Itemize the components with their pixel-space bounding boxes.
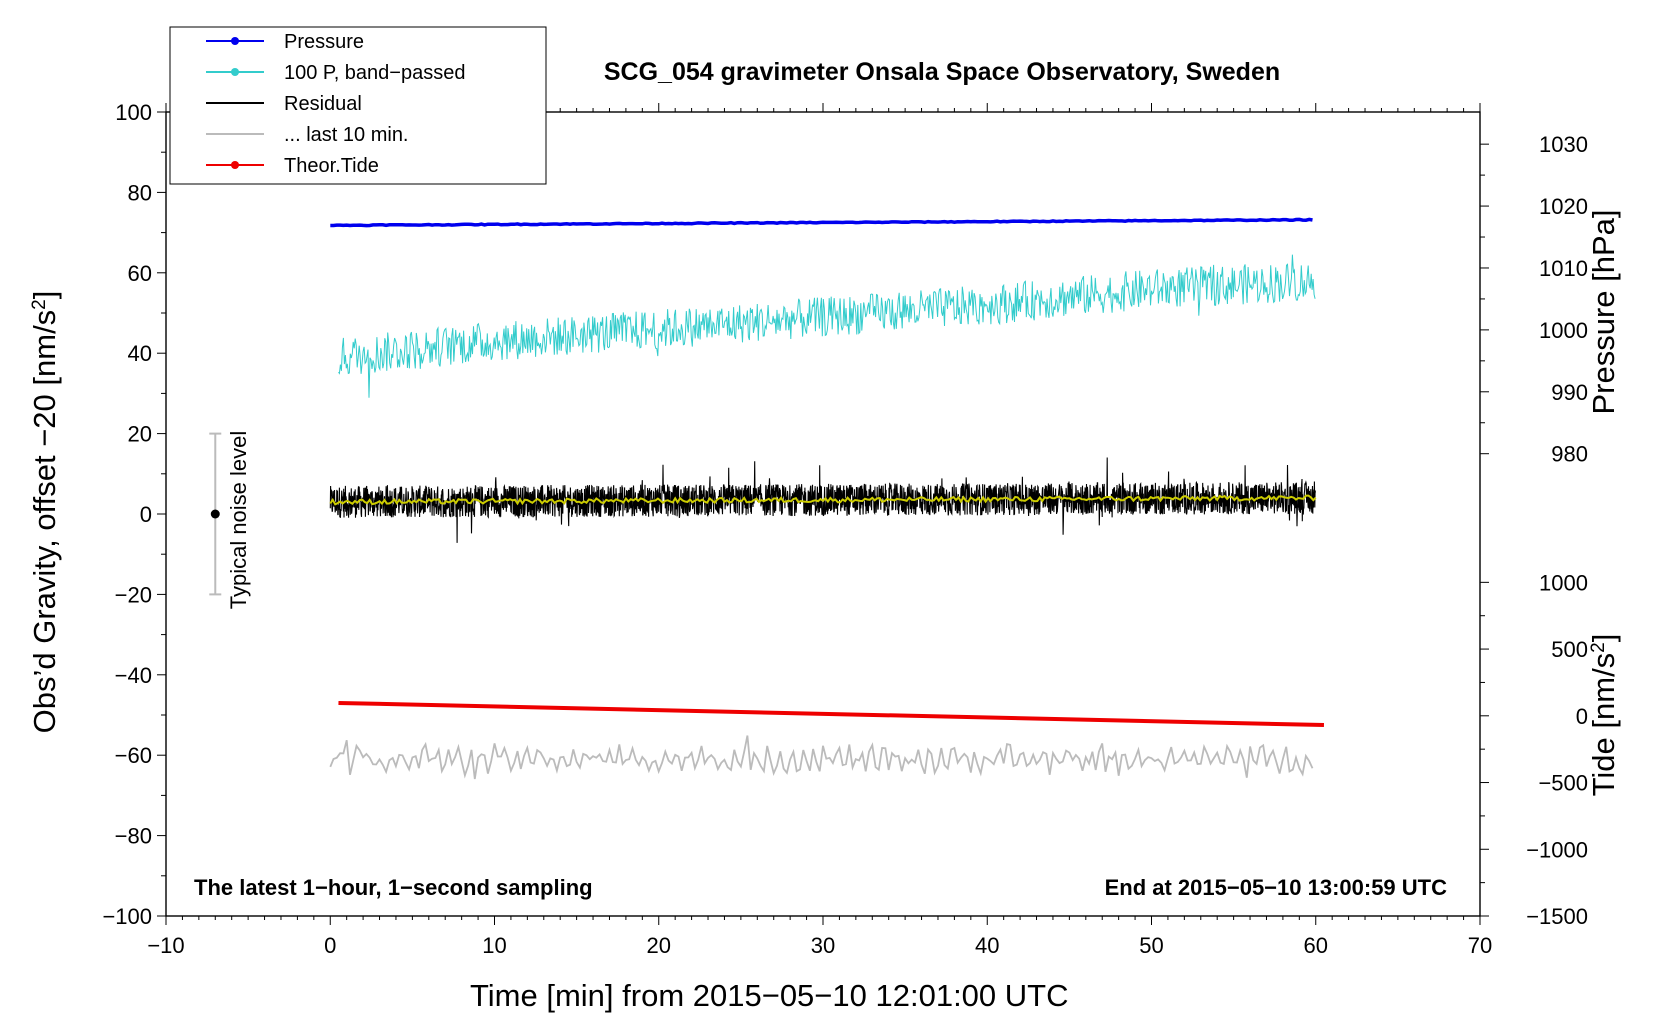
y-tick-label: 40 bbox=[128, 341, 152, 366]
legend-box bbox=[169, 26, 547, 185]
x-tick-label: 50 bbox=[1139, 933, 1163, 958]
x-tick-label: 60 bbox=[1304, 933, 1328, 958]
plot-area bbox=[209, 217, 1325, 780]
y-axis-title-tide: Tide [nm/s2] bbox=[1586, 634, 1621, 797]
legend-marker bbox=[231, 68, 239, 76]
x-axis-title: Time [min] from 2015−05−10 12:01:00 UTC bbox=[470, 978, 1069, 1013]
y-axis-title-tide-sup: 2 bbox=[1588, 642, 1609, 653]
pressure-tick-label: 1030 bbox=[1539, 132, 1588, 157]
y-tick-label: −20 bbox=[115, 582, 152, 607]
y-axis-title-pressure: Pressure [hPa] bbox=[1586, 209, 1621, 414]
x-tick-label: 10 bbox=[482, 933, 506, 958]
last-10-min-line bbox=[329, 735, 1314, 780]
tide-tick-label: −500 bbox=[1538, 771, 1588, 796]
axes: −10 0 10 20 30 40 50 60 70−100−80−60−40−20020406… bbox=[102, 100, 1588, 958]
legend-label: ... last 10 min. bbox=[284, 124, 409, 146]
legend-marker bbox=[231, 37, 239, 45]
y-axis-title-tide-main: Tide [nm/s bbox=[1586, 653, 1621, 797]
theoretical-tide-line bbox=[338, 700, 1325, 728]
legend-label: 100 P, band−passed bbox=[284, 62, 465, 84]
tide-tick-label: −1000 bbox=[1526, 837, 1588, 862]
noise-level-label: Typical noise level bbox=[226, 431, 251, 610]
tide-tick-label: 1000 bbox=[1539, 570, 1588, 595]
pressure-tick-label: 980 bbox=[1551, 442, 1588, 467]
y-tick-label: −100 bbox=[102, 904, 152, 929]
legend-label: Residual bbox=[284, 93, 362, 115]
pressure-tick-label: 1020 bbox=[1539, 194, 1588, 219]
y-tick-label: 100 bbox=[115, 100, 152, 125]
residual-smoothed-line bbox=[329, 494, 1317, 506]
pressure-tick-label: 990 bbox=[1551, 380, 1588, 405]
x-tick-label: 20 bbox=[647, 933, 671, 958]
x-tick-label: 30 bbox=[811, 933, 835, 958]
x-tick-label: 70 bbox=[1468, 933, 1492, 958]
residual-line bbox=[329, 457, 1316, 543]
legend-label: Pressure bbox=[284, 31, 364, 53]
y-tick-label: 0 bbox=[140, 502, 152, 527]
pressure-line bbox=[330, 217, 1313, 228]
sampling-note: The latest 1−hour, 1−second sampling bbox=[194, 875, 593, 900]
tide-tick-label: 500 bbox=[1551, 637, 1588, 662]
bandpassed-pressure-line bbox=[338, 254, 1316, 398]
legend-marker bbox=[231, 161, 239, 169]
pressure-tick-label: 1000 bbox=[1539, 318, 1588, 343]
y-tick-label: 20 bbox=[128, 422, 152, 447]
legend-label: Theor.Tide bbox=[284, 155, 379, 177]
tide-tick-label: −1500 bbox=[1526, 904, 1588, 929]
y-tick-label: 60 bbox=[128, 261, 152, 286]
legend: Pressure 100 P, band−passed Residual ... la… bbox=[169, 26, 547, 185]
x-tick-label: −10 bbox=[147, 933, 184, 958]
end-time-note: End at 2015−05−10 13:00:59 UTC bbox=[1105, 875, 1448, 900]
chart-title: SCG_054 gravimeter Onsala Space Observat… bbox=[604, 58, 1280, 86]
y-axis-title-gravity: Obs’d Gravity, offset −20 [nm/s2] bbox=[27, 291, 62, 734]
x-tick-label: 0 bbox=[324, 933, 336, 958]
y-axis-title-tide-close: ] bbox=[1586, 634, 1621, 643]
y-axis-title-gravity-main: Obs’d Gravity, offset −20 [nm/s bbox=[27, 310, 62, 734]
y-tick-label: 80 bbox=[128, 180, 152, 205]
y-tick-label: −40 bbox=[115, 663, 152, 688]
y-axis-title-gravity-sup: 2 bbox=[29, 299, 50, 310]
pressure-tick-label: 1010 bbox=[1539, 256, 1588, 281]
y-axis-title-gravity-close: ] bbox=[27, 291, 62, 300]
y-tick-label: −60 bbox=[115, 743, 152, 768]
y-tick-label: −80 bbox=[115, 824, 152, 849]
tide-tick-label: 0 bbox=[1576, 704, 1588, 729]
noise-bar-center bbox=[210, 509, 220, 519]
x-tick-label: 40 bbox=[975, 933, 999, 958]
